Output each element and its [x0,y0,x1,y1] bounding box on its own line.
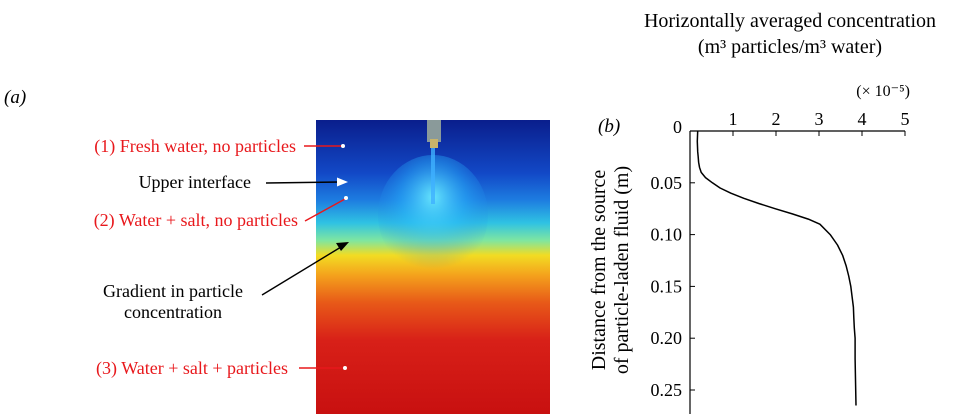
chart-title-line2: (m³ particles/m³ water) [698,36,882,58]
y-tick-label: 0 [673,117,682,137]
x-ticks: 1 2 3 4 5 [689,109,910,136]
x-tick-label: 1 [729,109,738,129]
annotation-particles-label: (3) Water + salt + particles [96,358,288,379]
annotation-fresh-water: (1) Fresh water, no particles [94,136,345,157]
annotation-gradient-label-line2: concentration [124,302,222,322]
annotation-salt-water-line [304,198,346,222]
series-layer [696,130,857,406]
plume-stem [431,146,435,204]
panel-a-label: (a) [4,87,26,108]
annotation-fresh-water-label: (1) Fresh water, no particles [94,136,296,157]
annotation-particles: (3) Water + salt + particles [96,358,347,379]
annotation-salt-water-dot [344,196,348,200]
arrowhead-icon [336,242,349,251]
x-tick-label: 3 [815,109,824,129]
annotation-fresh-water-dot [341,144,345,148]
x-tick-label: 2 [772,109,781,129]
annotation-gradient: Gradient in particle concentration [103,242,349,322]
x-tick-label: 4 [858,109,867,129]
panel-b: Horizontally averaged concentration (m³ … [588,10,936,414]
y-axis-title-line1: Distance from the source [588,170,610,371]
annotation-salt-water: (2) Water + salt, no particles [94,196,348,231]
y-axis-title: Distance from the source of particle-lad… [588,166,633,374]
annotation-particles-dot [343,366,347,370]
chart-title-line1: Horizontally averaged concentration [644,10,936,32]
annotation-upper-interface: Upper interface [139,172,348,192]
concentration-profile-line [696,130,857,406]
y-tick-label: 0.25 [651,380,683,400]
annotation-gradient-label-line1: Gradient in particle [103,281,243,301]
arrowhead-icon [337,177,348,187]
annotation-upper-interface-arrow [265,181,341,184]
panel-b-label: (b) [598,116,620,137]
annotation-gradient-arrow [261,246,342,296]
tank-image [316,120,550,414]
x-multiplier-label: (× 10⁻⁵) [856,83,910,100]
panel-a: (a) (1) Fresh water, no particles Upper … [4,87,550,414]
y-axis-title-line2: of particle-laden fluid (m) [611,166,633,374]
x-tick-label: 5 [901,109,910,129]
y-tick-label: 0.10 [651,225,683,245]
y-tick-label: 0.15 [651,276,683,296]
y-ticks: 0 0.05 0.10 0.15 0.20 0.25 [651,117,695,400]
source-nozzle [427,120,441,142]
source-nozzle-tip [430,139,438,148]
plume-glow [378,155,488,275]
annotation-upper-interface-label: Upper interface [139,172,251,192]
y-tick-label: 0.05 [651,173,683,193]
y-tick-label: 0.20 [651,328,683,348]
annotation-salt-water-label: (2) Water + salt, no particles [94,210,298,231]
